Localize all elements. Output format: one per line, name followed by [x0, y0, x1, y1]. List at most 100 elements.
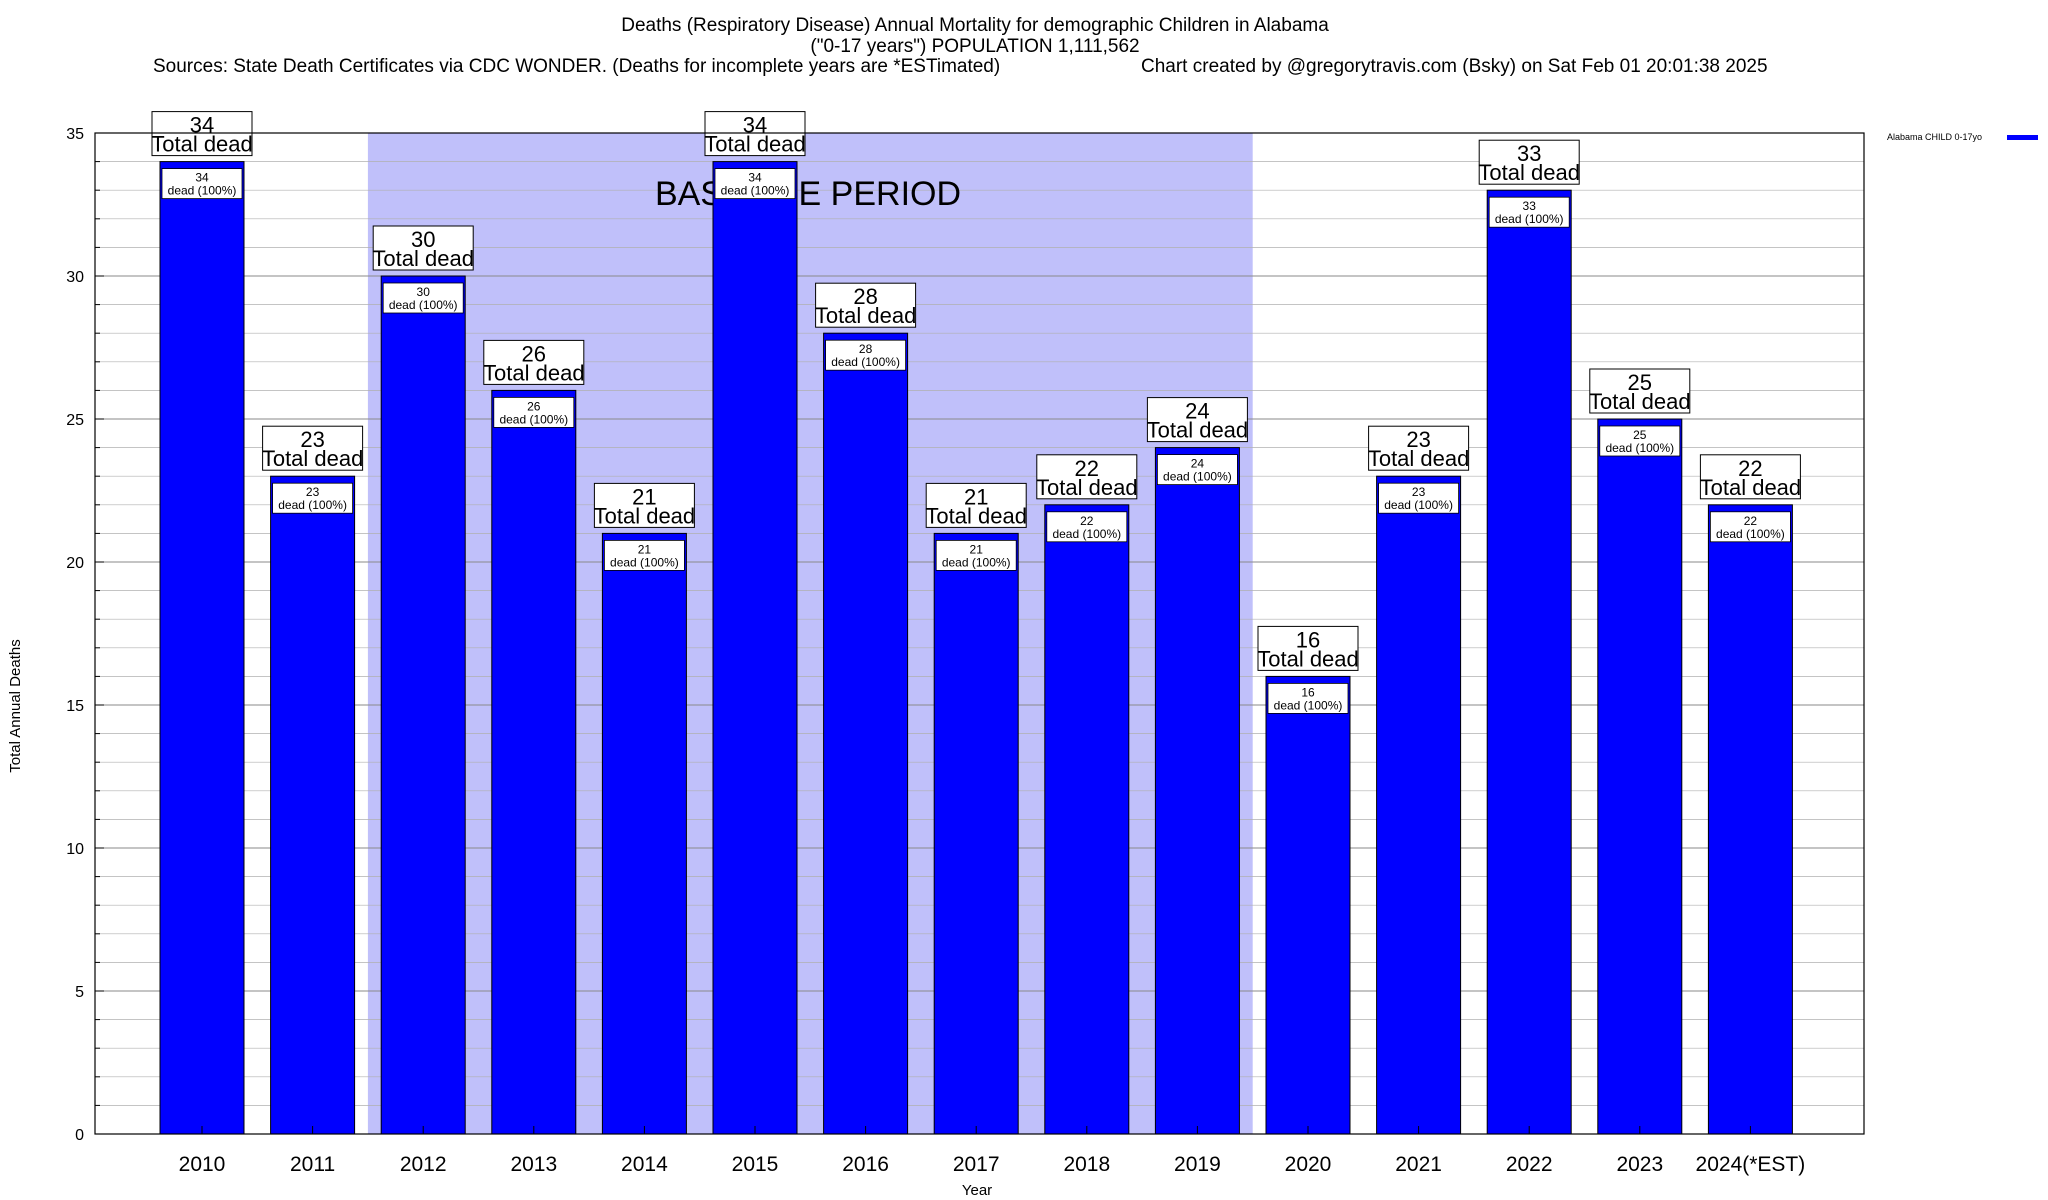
total-value-label: 23: [300, 427, 324, 452]
bar-value-label: 22: [1744, 514, 1758, 528]
total-text-label: Total dead: [594, 503, 696, 528]
total-label-box: [1699, 454, 1801, 500]
bar-label-box: [714, 168, 796, 200]
total-value-label: 23: [1406, 427, 1430, 452]
total-value-label: 21: [632, 484, 656, 509]
x-tick-label: 2018: [1063, 1153, 1110, 1176]
total-label-box: [925, 482, 1027, 528]
total-text-label: Total dead: [1700, 475, 1802, 500]
bar: [823, 332, 909, 1135]
total-label-box: [1036, 454, 1138, 500]
y-tick-label: 0: [75, 1127, 84, 1144]
total-label-box: [1478, 139, 1580, 185]
bar-label-box: [935, 540, 1017, 571]
bar-value-label: 34: [195, 171, 209, 185]
bar: [380, 275, 466, 1135]
bar-label-box: [1046, 511, 1128, 543]
bar-value-label: 21: [970, 542, 984, 556]
bar-pct-label: dead (100%): [1163, 470, 1232, 484]
total-text-label: Total dead: [1589, 389, 1691, 414]
chart-subtitle: ("0-17 years") POPULATION 1,111,562: [810, 36, 1139, 57]
total-value-label: 21: [964, 484, 988, 509]
total-value-label: 24: [1185, 399, 1209, 424]
total-value-label: 28: [853, 284, 877, 309]
total-label-box: [815, 282, 917, 328]
bar: [1265, 675, 1351, 1135]
bar-value-label: 33: [1523, 199, 1537, 213]
bar-label-box: [161, 168, 243, 200]
y-tick-label: 25: [66, 412, 84, 429]
bar-label-box: [1157, 454, 1238, 486]
bar: [933, 532, 1019, 1135]
bar-value-label: 25: [1633, 428, 1647, 442]
y-axis-title: Total Annual Deaths: [7, 639, 24, 772]
total-label-box: [483, 339, 585, 385]
bar-pct-label: dead (100%): [610, 555, 679, 569]
bar: [1597, 418, 1683, 1135]
total-text-label: Total dead: [704, 132, 806, 157]
x-tick-label: 2023: [1616, 1153, 1663, 1176]
bar-label-box: [1378, 482, 1459, 514]
bar-pct-label: dead (100%): [721, 184, 790, 198]
bar-pct-label: dead (100%): [942, 555, 1011, 569]
bar-label-box: [493, 396, 575, 428]
total-value-label: 22: [1075, 456, 1099, 481]
bar: [1486, 189, 1572, 1135]
bar: [1376, 475, 1462, 1135]
bar-value-label: 22: [1080, 514, 1094, 528]
bar-pct-label: dead (100%): [389, 298, 458, 312]
total-value-label: 22: [1738, 456, 1762, 481]
bar: [1707, 504, 1793, 1135]
bar-value-label: 21: [638, 542, 652, 556]
total-label-box: [1146, 397, 1248, 443]
x-tick-label: 2013: [510, 1153, 557, 1176]
bar-label-box: [604, 540, 685, 571]
total-value-label: 16: [1296, 627, 1320, 652]
chart-title: Deaths (Respiratory Disease) Annual Mort…: [621, 15, 1329, 36]
bar-value-label: 28: [859, 342, 873, 356]
total-text-label: Total dead: [1036, 475, 1138, 500]
bar-pct-label: dead (100%): [1384, 498, 1453, 512]
bar-label-box: [272, 482, 354, 514]
total-text-label: Total dead: [372, 246, 474, 271]
x-tick-label: 2024(*EST): [1696, 1153, 1806, 1176]
total-text-label: Total dead: [1478, 160, 1580, 185]
bar-label-box: [1488, 196, 1570, 228]
total-value-label: 33: [1517, 141, 1541, 166]
total-value-label: 26: [522, 341, 546, 366]
bar-value-label: 23: [306, 485, 320, 499]
bar-pct-label: dead (100%): [1605, 441, 1674, 455]
x-tick-label: 2015: [732, 1153, 779, 1176]
bar-value-label: 34: [748, 171, 762, 185]
bar-value-label: 16: [1301, 685, 1315, 699]
bar-pct-label: dead (100%): [1495, 212, 1564, 226]
x-tick-label: 2012: [400, 1153, 447, 1176]
total-text-label: Total dead: [262, 446, 364, 471]
x-tick-label: 2010: [179, 1153, 226, 1176]
total-text-label: Total dead: [925, 503, 1027, 528]
bar-pct-label: dead (100%): [168, 184, 237, 198]
total-label-box: [1368, 425, 1470, 471]
chart-sources: Sources: State Death Certificates via CD…: [153, 56, 1000, 77]
bar-label-box: [382, 282, 464, 314]
y-tick-label: 15: [66, 698, 84, 715]
bar: [601, 532, 687, 1135]
bar-label-box: [1267, 683, 1349, 714]
baseline-period-label: BASELINE PERIOD: [655, 175, 961, 213]
bar: [1044, 504, 1130, 1135]
bar-value-label: 30: [417, 285, 431, 299]
legend: Alabama CHILD 0-17yo: [1887, 132, 2038, 142]
total-label-box: [1257, 625, 1359, 671]
bar-pct-label: dead (100%): [1052, 527, 1121, 541]
bar-pct-label: dead (100%): [1716, 527, 1785, 541]
x-tick-label: 2014: [621, 1153, 668, 1176]
bar-pct-label: dead (100%): [278, 498, 347, 512]
y-tick-label: 35: [66, 126, 84, 143]
x-tick-label: 2011: [290, 1153, 335, 1176]
bar-pct-label: dead (100%): [499, 412, 568, 426]
bar-pct-label: dead (100%): [831, 355, 900, 369]
total-text-label: Total dead: [1368, 446, 1470, 471]
x-tick-label: 2017: [953, 1153, 1000, 1176]
